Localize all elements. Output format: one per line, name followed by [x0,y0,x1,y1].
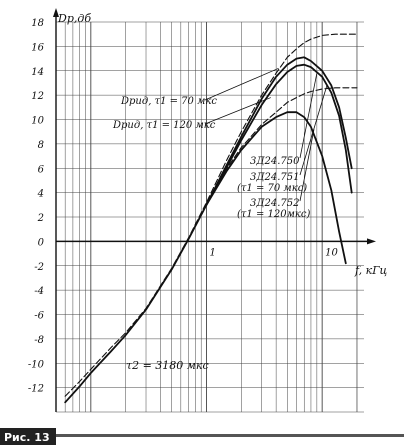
annotation-3d24-751: 3Д24.751 [250,172,299,183]
annotation-leaders [204,67,328,202]
series-3d24-751 [205,63,353,206]
y-tick-label: 2 [37,213,44,224]
y-tick-label: -2 [34,262,44,273]
y-axis-arrow [53,8,59,17]
annotation-3d24-752: 3Д24.752 [250,198,299,209]
x-tick-label: 10 [325,247,338,258]
y-tick-label: 18 [31,18,44,29]
annotation-d120: Dрид, τ1 = 120 мкс [112,120,216,131]
y-tick-label: -12 [28,384,44,395]
series-d120-dashed [205,87,358,205]
figure-label-rule [56,434,404,437]
annotation-3d24-751-tau: (τ1 = 70 мкс) [237,183,307,194]
y-tick-labels: -12 -10 -8 -6 -4 -2 0 2 4 6 8 10 12 14 16 18 [28,18,45,395]
y-tick-label: 0 [38,237,45,248]
y-tick-label: 14 [31,67,44,78]
y-axis-label: Dр,дб [57,12,91,25]
figure-label: Рис. 13 [4,431,50,444]
annotation-3d24-752-tau: (τ1 = 120мкс) [237,209,310,220]
y-tick-label: -8 [34,335,44,346]
annotation-leader [299,73,318,159]
y-tick-label: 16 [31,42,44,53]
series-group [64,33,358,404]
annotation-leader [204,67,279,101]
y-tick-label: 8 [38,140,44,151]
axes [53,8,376,412]
annotation-3d24-750: 3Д24.750 [250,156,300,167]
y-tick-label: -6 [34,311,44,322]
y-tick-label: -10 [28,359,45,370]
series-d70-dashed [64,33,358,397]
y-tick-label: 4 [37,189,44,200]
x-tick-label: 1 [209,247,215,258]
y-tick-label: 12 [31,91,44,102]
x-axis-arrow [367,238,376,245]
x-tick-labels: 1 10 [209,247,338,258]
x-axis-label: f, кГц [354,264,388,277]
y-tick-label: 10 [31,116,44,127]
annotation-d70: Dрид, τ1 = 70 мкс [120,96,217,107]
figure-label-box [0,428,56,445]
annotation-leader [204,97,271,125]
series-3d24-750 [64,56,353,404]
annotation-leader [299,129,315,202]
series-3d24-752 [205,111,347,265]
y-tick-label: -4 [34,286,44,297]
annotation-tau2: τ2 = 3180 мкс [126,359,209,372]
y-tick-label: 6 [38,164,45,175]
